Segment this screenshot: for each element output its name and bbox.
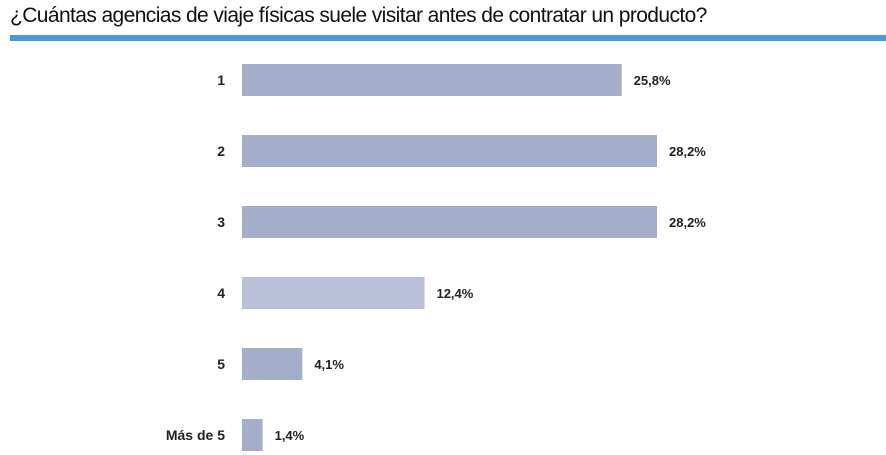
category-label: 3 (217, 214, 225, 230)
category-label: Más de 5 (166, 427, 225, 443)
category-label: 5 (217, 356, 225, 372)
data-label: 1,4% (275, 428, 305, 443)
data-label: 12,4% (436, 286, 473, 301)
bar-5 (242, 348, 303, 380)
category-label: 2 (217, 143, 225, 159)
data-label: 28,2% (669, 215, 706, 230)
bar-1 (242, 64, 622, 96)
bar-3 (242, 206, 657, 238)
page-title: ¿Cuántas agencias de viaje físicas suele… (10, 4, 707, 27)
title-underline (10, 35, 886, 41)
data-label: 25,8% (634, 73, 671, 88)
bar-2 (242, 135, 657, 167)
data-label: 28,2% (669, 144, 706, 159)
category-label: 1 (217, 72, 225, 88)
bar-6 (242, 419, 263, 451)
category-label: 4 (217, 285, 225, 301)
bar-4 (242, 277, 425, 309)
data-label: 4,1% (314, 357, 344, 372)
